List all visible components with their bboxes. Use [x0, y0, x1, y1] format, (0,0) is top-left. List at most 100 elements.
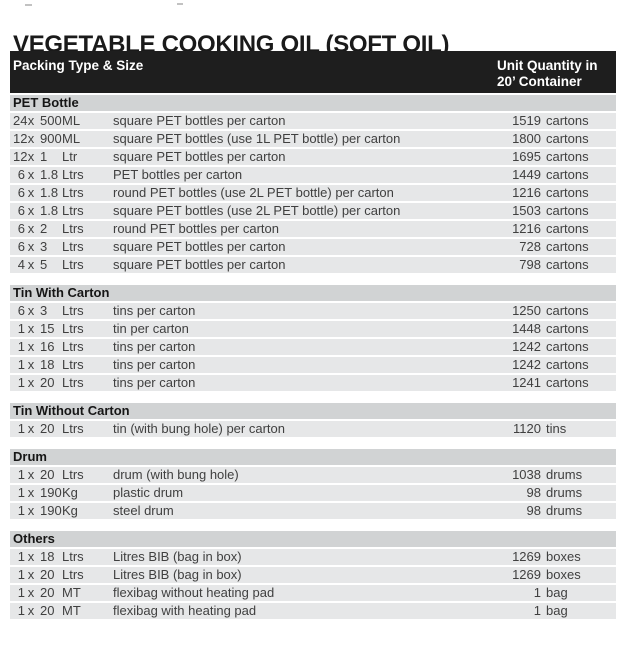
packing-description: drum (with bung hole) [113, 467, 239, 482]
quantity-value: 1241 [512, 375, 541, 390]
pack-size: 15 [40, 321, 55, 336]
multiply-sign: x [27, 503, 35, 518]
quantity-value: 1695 [512, 149, 541, 164]
packing-description: PET bottles per carton [113, 167, 243, 182]
quantity-value: 98 [526, 503, 541, 518]
table-section: PET Bottle 24 x 500 ML square PET bottles per… [10, 95, 616, 273]
multiply-sign: x [27, 221, 35, 236]
pack-size: 500 [40, 113, 62, 128]
table-row: 6 x 1.8 Ltrs PET bottles per carton 1449 carto… [10, 167, 616, 183]
packing-description: plastic drum [113, 485, 184, 500]
table-section: Drum 1 x 20 Ltrs drum (with bung hole) 1038 dru… [10, 449, 616, 519]
packing-description: square PET bottles per carton [113, 239, 286, 254]
pack-count: 6 [17, 203, 25, 218]
pack-size: 1.8 [40, 203, 59, 218]
pack-count: 1 [17, 485, 25, 500]
multiply-sign: x [27, 485, 35, 500]
column-header-quantity-line1: Unit Quantity in [497, 58, 598, 73]
quantity-value: 1120 [513, 421, 541, 436]
table-row: 12 x 900 ML square PET bottles (use 1L PET b… [10, 131, 616, 147]
size-unit: Ltrs [62, 357, 84, 372]
pack-count: 6 [17, 303, 25, 318]
packing-description: tin per carton [113, 321, 189, 336]
packing-description: square PET bottles (use 2L PET bottle) p… [113, 203, 401, 218]
quantity-value: 798 [519, 257, 541, 272]
packing-description: round PET bottles (use 2L PET bottle) pe… [113, 185, 394, 200]
quantity-unit: cartons [546, 113, 589, 128]
quantity-unit: tins [546, 421, 567, 436]
section-header: Tin Without Carton [10, 403, 616, 419]
table-section: Tin With Carton 6 x 3 Ltrs tins per carton 125… [10, 285, 616, 391]
pack-count: 1 [17, 567, 25, 582]
pack-count: 1 [17, 503, 25, 518]
pack-count: 1 [17, 421, 25, 436]
table-section: Others 1 x 18 Ltrs Litres BIB (bag in box) 126… [10, 531, 616, 619]
quantity-value: 1038 [512, 467, 541, 482]
multiply-sign: x [27, 131, 35, 146]
multiply-sign: x [27, 421, 35, 436]
table-row: 4 x 5 Ltrs square PET bottles per carton 798 c… [10, 257, 616, 273]
pack-size: 3 [40, 239, 48, 254]
size-unit: Ltrs [62, 239, 84, 254]
quantity-value: 98 [526, 485, 541, 500]
pack-count: 24 [13, 113, 28, 128]
pack-size: 20 [40, 567, 55, 582]
quantity-unit: drums [546, 467, 583, 482]
table-row: 1 x 190 Kg plastic drum 98 drums [10, 485, 616, 501]
size-unit: MT [62, 585, 81, 600]
multiply-sign: x [27, 339, 35, 354]
packing-description: Litres BIB (bag in box) [113, 567, 242, 582]
size-unit: ML [62, 131, 81, 146]
quantity-unit: cartons [546, 357, 589, 372]
size-unit: Ltrs [62, 321, 84, 336]
pack-count: 1 [17, 339, 25, 354]
column-header-quantity-line2: 20’ Container [497, 74, 582, 89]
size-unit: Ltrs [62, 567, 84, 582]
size-unit: Ltrs [62, 375, 84, 390]
pack-count: 6 [17, 185, 25, 200]
table-row: 12 x 1 Ltr square PET bottles per carton 1695… [10, 149, 616, 165]
table-row: 1 x 20 MT flexibag with heating pad 1 bag [10, 603, 616, 619]
table-row: 1 x 20 Ltrs Litres BIB (bag in box) 1269 boxes [10, 567, 616, 583]
packing-description: square PET bottles (use 1L PET bottle) p… [113, 131, 401, 146]
quantity-value: 1519 [512, 113, 541, 128]
size-unit: ML [62, 113, 81, 128]
table-row: 24 x 500 ML square PET bottles per carton 151… [10, 113, 616, 129]
pack-size: 18 [40, 549, 55, 564]
table-row: 1 x 18 Ltrs tins per carton 1242 cartons [10, 357, 616, 373]
quantity-unit: cartons [546, 221, 589, 236]
quantity-unit: cartons [546, 149, 589, 164]
quantity-unit: boxes [546, 567, 581, 582]
packing-description: tins per carton [113, 339, 196, 354]
pack-size: 1 [40, 149, 48, 164]
pack-size: 18 [40, 357, 55, 372]
multiply-sign: x [27, 321, 35, 336]
section-header: Drum [10, 449, 616, 465]
multiply-sign: x [27, 603, 35, 618]
pack-count: 1 [17, 375, 25, 390]
table-row: 6 x 2 Ltrs round PET bottles per carton 1216 c… [10, 221, 616, 237]
table-row: 1 x 18 Ltrs Litres BIB (bag in box) 1269 boxes [10, 549, 616, 565]
pack-size: 190 [40, 503, 62, 518]
quantity-value: 1216 [512, 185, 541, 200]
quantity-unit: cartons [546, 203, 589, 218]
table-row: 1 x 20 Ltrs drum (with bung hole) 1038 drums [10, 467, 616, 483]
quantity-unit: cartons [546, 239, 589, 254]
section-header: PET Bottle [10, 95, 616, 111]
quantity-value: 1242 [512, 357, 541, 372]
quantity-unit: drums [546, 485, 583, 500]
pack-size: 2 [40, 221, 48, 236]
quantity-value: 1242 [512, 339, 541, 354]
quantity-value: 1250 [512, 303, 541, 318]
quantity-unit: cartons [546, 131, 589, 146]
quantity-unit: cartons [546, 257, 589, 272]
size-unit: Ltrs [62, 339, 84, 354]
quantity-value: 1449 [512, 167, 541, 182]
pack-count: 12 [13, 149, 28, 164]
table-row: 1 x 190 Kg steel drum 98 drums [10, 503, 616, 519]
packing-description: tins per carton [113, 375, 196, 390]
packing-description: flexibag without heating pad [113, 585, 275, 600]
size-unit: Ltrs [62, 167, 84, 182]
table-row: 6 x 3 Ltrs square PET bottles per carton 728 c… [10, 239, 616, 255]
